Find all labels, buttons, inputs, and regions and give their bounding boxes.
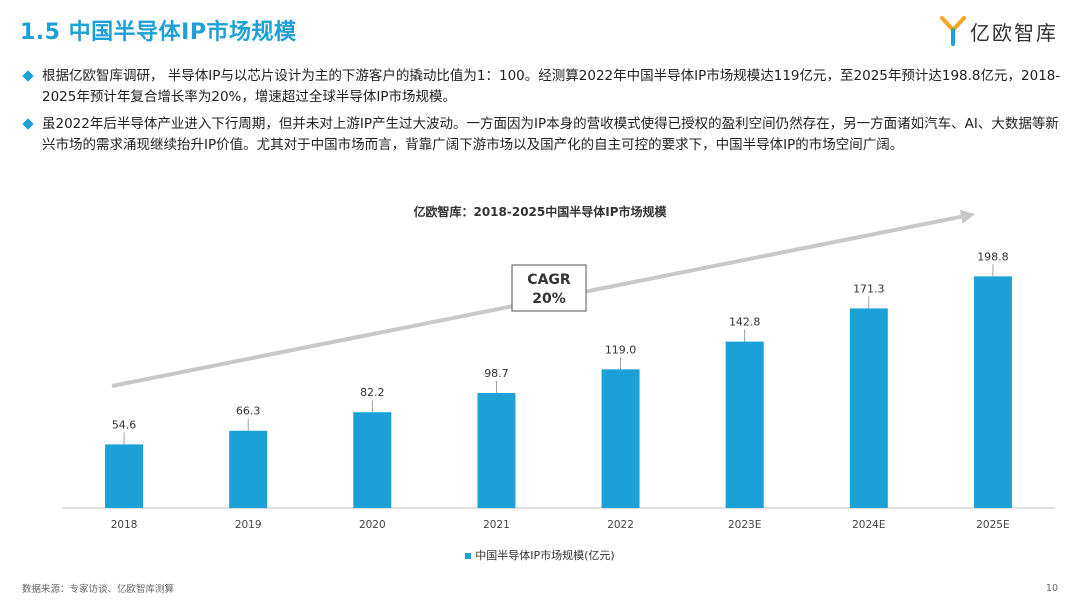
x-tick-label: 2024E [852,519,885,531]
bar [353,412,392,508]
page-number: 10 [1045,583,1058,594]
bullet-list: 根据亿欧智库调研， 半导体IP与以芯片设计为主的下游客户的撬动比值为1：100。… [22,66,1062,162]
data-label: 171.3 [853,282,885,295]
x-tick-label: 2021 [483,519,510,531]
x-tick-label: 2018 [111,519,138,531]
cagr-box [511,264,587,312]
legend-swatch [465,553,472,559]
page-title: 1.5 中国半导体IP市场规模 [20,20,297,45]
x-tick-label: 2023E [728,519,761,531]
bullet-text: 根据亿欧智库调研， 半导体IP与以芯片设计为主的下游客户的撬动比值为1：100。… [42,68,1061,105]
bullet-item: 根据亿欧智库调研， 半导体IP与以芯片设计为主的下游客户的撬动比值为1：100。… [22,66,1062,108]
x-tick-label: 2022 [607,519,634,531]
data-label: 142.8 [729,316,761,329]
bar [105,444,144,508]
cagr-label: CAGR [527,272,571,288]
data-label: 98.7 [484,367,509,380]
bar [229,430,268,508]
x-tick-label: 2019 [235,519,262,531]
logo-text: 亿欧智库 [970,20,1058,45]
bar [725,341,764,508]
x-tick-label: 2025E [976,519,1009,531]
data-label: 198.8 [977,250,1009,263]
bar [973,276,1012,508]
source-note: 数据来源：专家访谈、亿欧智库测算 [22,584,175,595]
legend-label: 中国半导体IP市场规模(亿元) [475,549,615,562]
bar [601,369,640,508]
data-label: 66.3 [236,405,261,418]
data-label: 119.0 [605,343,637,356]
trend-arrow-head-icon [959,209,975,224]
bar [477,392,516,508]
brand-logo: 亿欧智库 [940,16,1058,46]
bullet-text: 虽2022年后半导体产业进入下行周期，但并未对上游IP产生过大波动。一方面因为I… [42,116,1059,153]
chart-legend: 中国半导体IP市场规模(亿元) [0,547,1080,563]
bar [849,308,888,508]
bullet-item: 虽2022年后半导体产业进入下行周期，但并未对上游IP产生过大波动。一方面因为I… [22,114,1062,156]
x-tick-label: 2020 [359,519,386,531]
logo-mark-icon [940,16,966,46]
chart-title: 亿欧智库：2018-2025中国半导体IP市场规模 [413,205,667,219]
cagr-value: 20% [532,291,566,307]
data-label: 82.2 [360,386,385,399]
data-label: 54.6 [112,418,137,431]
